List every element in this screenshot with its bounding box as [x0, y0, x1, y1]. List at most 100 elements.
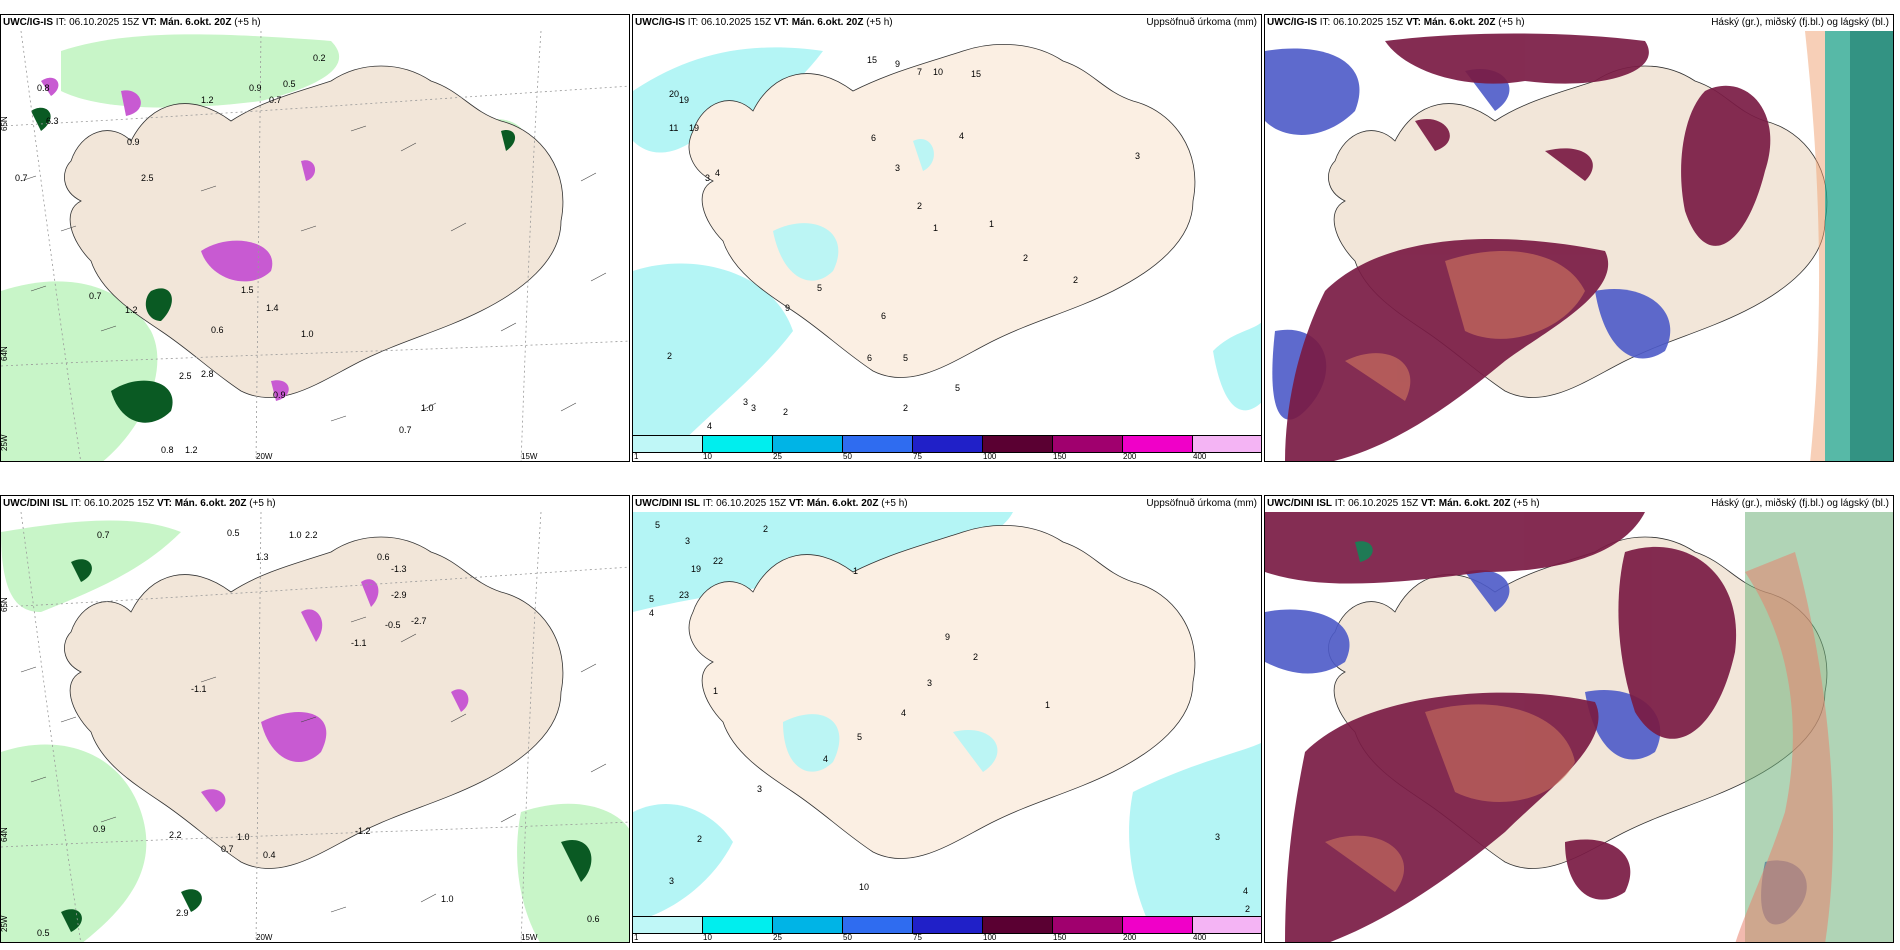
- panel-dini-wind-snow: UWC/DINI ISL IT: 06.10.2025 15Z VT: Mán.…: [0, 495, 630, 943]
- colorbar-tick: 200: [1123, 933, 1137, 942]
- value-label: 4: [649, 608, 654, 618]
- value-label: 3: [751, 403, 756, 413]
- map-wind-precip: 0.7 0.5 1.0 2.2 1.3 0.6 -1.3 -2.9 -2.7 -…: [1, 512, 629, 942]
- colorbar-swatch: [633, 917, 703, 933]
- value-label: 5: [655, 520, 660, 530]
- value-label: 2: [917, 201, 922, 211]
- value-label: 15: [971, 69, 981, 79]
- lat-label: 64N: [1, 346, 9, 361]
- colorbar-swatch: [913, 436, 983, 452]
- colorbar-tick: 150: [1053, 452, 1067, 461]
- colorbar-tick: 75: [913, 452, 922, 461]
- lat-label: 65N: [1, 116, 9, 131]
- value-label: -2.7: [411, 616, 427, 626]
- lon-label: 25W: [1, 434, 9, 451]
- lat-label: 65N: [1, 597, 9, 612]
- value-label: 6.3: [46, 116, 59, 126]
- colorbar-tick: 1: [634, 933, 639, 942]
- value-label: 6: [881, 311, 886, 321]
- value-label: 4: [823, 754, 828, 764]
- map-wind-precip: 0.8 6.3 0.7 0.9 2.5 0.2 0.9 0.7 1.2 0.5 …: [1, 31, 629, 461]
- value-label: 3: [685, 536, 690, 546]
- value-label: 3: [895, 163, 900, 173]
- value-label: 1: [1045, 700, 1050, 710]
- value-label: 0.7: [269, 95, 282, 105]
- value-label: 6: [871, 133, 876, 143]
- panel-subtitle: Uppsöfnuð úrkoma (mm): [1146, 498, 1257, 509]
- iceland-landmass: [688, 525, 1196, 859]
- value-label: 0.9: [93, 824, 106, 834]
- colorbar-tick: 25: [773, 452, 782, 461]
- value-label: 2.2: [305, 530, 318, 540]
- value-label: 3: [757, 784, 762, 794]
- value-label: 0.9: [249, 83, 262, 93]
- value-label: 1.0: [421, 403, 434, 413]
- value-label: 1.2: [185, 445, 198, 455]
- value-label: 3: [705, 173, 710, 183]
- colorbar-swatch: [1123, 436, 1193, 452]
- colorbar-tick: 50: [843, 452, 852, 461]
- colorbar-swatch: [983, 917, 1053, 933]
- panel-header: UWC/IG-IS IT: 06.10.2025 15Z VT: Mán. 6.…: [1, 15, 629, 31]
- colorbar-swatch: [1053, 436, 1123, 452]
- colorbar-tick: 25: [773, 933, 782, 942]
- panel-dini-clouds: UWC/DINI ISL IT: 06.10.2025 15Z VT: Mán.…: [1264, 495, 1894, 943]
- colorbar-tick: 150: [1053, 933, 1067, 942]
- value-label: 0.5: [227, 528, 240, 538]
- value-label: 10: [933, 67, 943, 77]
- colorbar-tick: 400: [1193, 933, 1207, 942]
- lon-label: 15W: [521, 933, 538, 942]
- value-label: 3: [1135, 151, 1140, 161]
- value-label: 0.5: [37, 928, 50, 938]
- colorbar-swatch: [1193, 436, 1261, 452]
- colorbar-swatch: [1123, 917, 1193, 933]
- value-label: 9: [945, 632, 950, 642]
- value-label: 2: [1023, 253, 1028, 263]
- value-label: -1.2: [355, 826, 371, 836]
- colorbar-tick: 100: [983, 933, 997, 942]
- lon-label: 20W: [256, 933, 273, 942]
- value-label: 0.8: [37, 83, 50, 93]
- lon-label: 25W: [1, 915, 9, 932]
- value-label: 0.6: [211, 325, 224, 335]
- panel-header: UWC/IG-IS IT: 06.10.2025 15Z VT: Mán. 6.…: [1265, 15, 1893, 31]
- value-label: 0.8: [161, 445, 174, 455]
- colorbar-tick: 1: [634, 452, 639, 461]
- value-label: 2.5: [179, 371, 192, 381]
- value-label: 5: [649, 594, 654, 604]
- value-label: 2: [973, 652, 978, 662]
- value-label: 5: [817, 283, 822, 293]
- colorbar-swatch: [983, 436, 1053, 452]
- value-label: 1: [933, 223, 938, 233]
- map-cloud-cover: [1265, 31, 1893, 461]
- map-cloud-cover: [1265, 512, 1893, 942]
- value-label: 2: [697, 834, 702, 844]
- value-label: 5: [955, 383, 960, 393]
- value-label: 1.2: [201, 95, 214, 105]
- panel-dini-precip: UWC/DINI ISL IT: 06.10.2025 15Z VT: Mán.…: [632, 495, 1262, 943]
- value-label: 3: [743, 397, 748, 407]
- value-label: 1: [713, 686, 718, 696]
- value-label: 9: [785, 303, 790, 313]
- precip-colorbar: 1 10 25 50 75 100 150 200 400: [633, 435, 1261, 461]
- value-label: 1.0: [441, 894, 454, 904]
- value-label: 2: [783, 407, 788, 417]
- value-label: 10: [859, 882, 869, 892]
- value-label: 1.0: [237, 832, 250, 842]
- colorbar-tick: 10: [703, 452, 712, 461]
- colorbar-swatch: [1053, 917, 1123, 933]
- value-label: 4: [707, 421, 712, 431]
- precip-colorbar: 1 10 25 50 75 100 150 200 400: [633, 916, 1261, 942]
- map-accumulated-precip: 5 2 3 19 22 23 5 4 1 9 3 2 4 1 5 4 3 1 2…: [633, 512, 1261, 932]
- panel-ig-is-wind-snow: UWC/IG-IS IT: 06.10.2025 15Z VT: Mán. 6.…: [0, 14, 630, 462]
- colorbar-swatch: [703, 917, 773, 933]
- panel-subtitle: Háský (gr.), miðský (fj.bl.) og lágský (…: [1711, 17, 1889, 28]
- value-label: 6: [867, 353, 872, 363]
- value-label: 1.4: [266, 303, 279, 313]
- value-label: 2.2: [169, 830, 182, 840]
- map-accumulated-precip: 15 9 7 10 15 20 19 11 19 3 4 6 3 2 1 9 5…: [633, 44, 1261, 451]
- value-label: 0.7: [399, 425, 412, 435]
- value-label: 0.5: [283, 79, 296, 89]
- value-label: 3: [669, 876, 674, 886]
- value-label: 0.2: [313, 53, 326, 63]
